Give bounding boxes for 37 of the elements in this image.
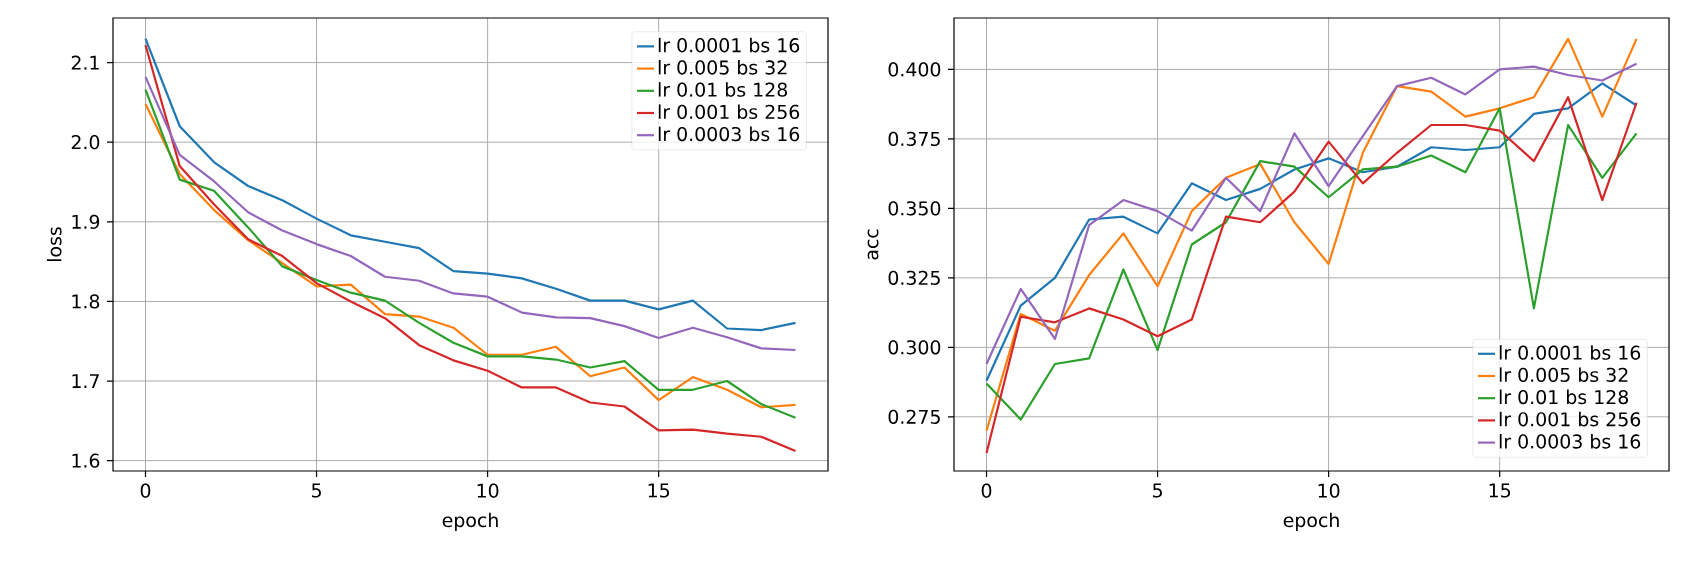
legend-label: lr 0.0001 bs 16 xyxy=(658,37,800,53)
y-tick-label: 1.6 xyxy=(72,453,100,468)
x-tick-label: 10 xyxy=(477,483,499,498)
y-tick-label: 0.375 xyxy=(888,131,940,147)
x-tick-label: 15 xyxy=(648,483,670,498)
y-tick-label: 1.9 xyxy=(72,214,100,229)
legend-label: lr 0.01 bs 128 xyxy=(658,82,787,97)
y-axis-title: loss xyxy=(46,227,62,261)
y-tick-label: 2.1 xyxy=(71,55,99,70)
legend-label: lr 0.0001 bs 16 xyxy=(1499,345,1641,360)
x-tick-label: 0 xyxy=(140,483,151,498)
line-series xyxy=(985,37,1638,432)
y-tick-label: 1.8 xyxy=(72,294,100,309)
y-tick-label: 0.350 xyxy=(888,201,941,216)
line-series xyxy=(144,75,797,352)
legend-label: lr 0.005 bs 32 xyxy=(658,59,787,75)
x-tick-label: 0 xyxy=(981,483,992,498)
y-axis-title: acc xyxy=(867,229,879,260)
x-tick-label: 10 xyxy=(1318,483,1340,498)
y-tick-label: 1.7 xyxy=(72,374,99,388)
legend-label: lr 0.0003 bs 16 xyxy=(658,126,800,142)
x-axis-title: epoch xyxy=(442,512,498,531)
y-tick-label: 0.325 xyxy=(888,270,940,285)
line-series xyxy=(144,37,797,332)
x-tick-label: 5 xyxy=(1153,483,1162,498)
x-axis-title: epoch xyxy=(1283,512,1339,531)
legend-label: lr 0.0003 bs 16 xyxy=(1499,434,1641,449)
x-tick-label: 15 xyxy=(1489,483,1511,498)
legend-label: lr 0.001 bs 256 xyxy=(658,104,800,120)
legend-label: lr 0.005 bs 32 xyxy=(1499,367,1628,383)
x-tick-label: 5 xyxy=(311,483,321,498)
y-tick-label: 2.0 xyxy=(71,135,100,150)
legend-label: lr 0.001 bs 256 xyxy=(1499,411,1641,427)
y-tick-label: 0.300 xyxy=(888,340,941,355)
y-tick-label: 0.400 xyxy=(888,62,941,77)
y-tick-label: 0.275 xyxy=(888,409,940,424)
legend-label: lr 0.01 bs 128 xyxy=(1499,389,1629,405)
